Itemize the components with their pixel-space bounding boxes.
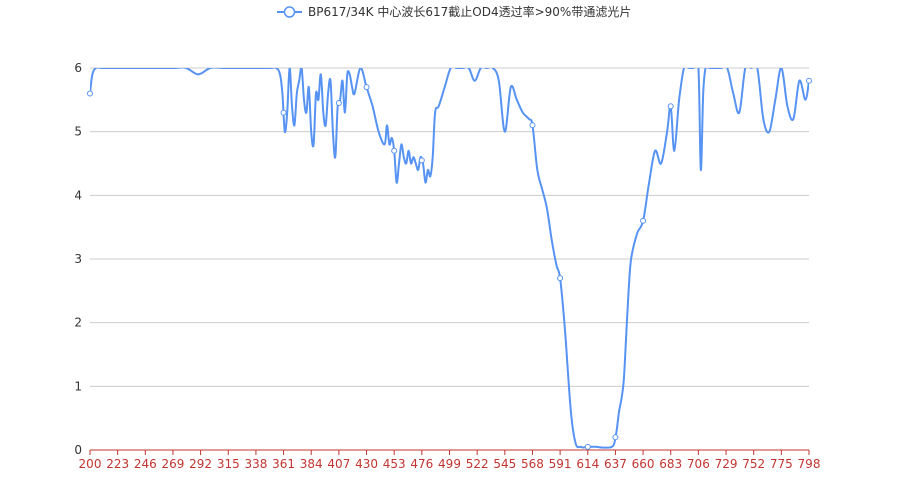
x-tick-label: 798	[798, 457, 821, 471]
x-tick-label: 338	[244, 457, 267, 471]
data-point[interactable]	[667, 103, 674, 110]
x-tick-label: 430	[355, 457, 378, 471]
x-tick-label: 660	[632, 457, 655, 471]
y-tick-label: 6	[74, 61, 82, 75]
x-tick-label: 361	[272, 457, 295, 471]
x-tick-label: 453	[383, 457, 406, 471]
x-tick-label: 591	[549, 457, 572, 471]
x-tick-label: 269	[162, 457, 185, 471]
x-tick-label: 200	[79, 457, 102, 471]
y-tick-label: 2	[74, 316, 82, 330]
x-tick-label: 499	[438, 457, 461, 471]
data-point[interactable]	[806, 77, 812, 84]
y-tick-label: 5	[74, 125, 82, 139]
y-tick-label: 4	[74, 188, 82, 202]
data-point[interactable]	[418, 157, 425, 164]
x-tick-label: 683	[659, 457, 682, 471]
x-tick-label: 407	[327, 457, 350, 471]
data-point[interactable]	[335, 100, 342, 107]
y-tick-label: 0	[74, 443, 82, 457]
grid-lines	[90, 67, 809, 387]
x-tick-label: 729	[715, 457, 738, 471]
x-tick-label: 752	[742, 457, 765, 471]
x-tick-label: 568	[521, 457, 544, 471]
x-tick-label: 384	[300, 457, 323, 471]
data-point[interactable]	[280, 109, 287, 116]
legend-label: BP617/34K 中心波长617截止OD4透过率>90%带通滤光片	[308, 4, 631, 19]
legend-marker-icon	[283, 6, 296, 18]
axes: 0 1 2 3 4 5 6 200 223 246 269 292 315 338 361 384 407 430…	[74, 61, 820, 471]
data-point[interactable]	[612, 434, 619, 441]
x-tick-label: 545	[493, 457, 516, 471]
series-layer	[90, 60, 809, 449]
x-tick-label: 292	[189, 457, 212, 471]
data-point[interactable]	[584, 443, 591, 450]
data-point[interactable]	[391, 147, 398, 154]
series-line-0[interactable]	[90, 60, 809, 449]
x-tick-label: 246	[134, 457, 157, 471]
y-tick-label: 3	[74, 252, 82, 266]
data-point[interactable]	[87, 90, 93, 97]
legend[interactable]: BP617/34K 中心波长617截止OD4透过率>90%带通滤光片	[277, 4, 631, 19]
data-point[interactable]	[529, 122, 536, 129]
data-point[interactable]	[557, 275, 564, 282]
x-tick-label: 637	[604, 457, 627, 471]
y-tick-label: 1	[74, 379, 82, 393]
x-tick-label: 614	[576, 457, 599, 471]
x-tick-label: 315	[217, 457, 240, 471]
marker-layer	[87, 77, 812, 450]
x-tick-label: 706	[687, 457, 710, 471]
x-tick-label: 775	[770, 457, 793, 471]
x-tick-label: 476	[410, 457, 433, 471]
data-point[interactable]	[640, 217, 647, 224]
data-point[interactable]	[363, 84, 370, 91]
x-tick-label: 223	[106, 457, 129, 471]
x-tick-label: 522	[466, 457, 489, 471]
